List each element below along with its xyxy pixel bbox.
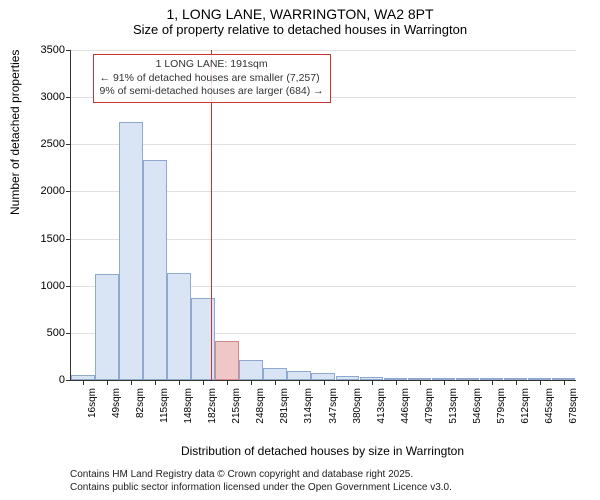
x-tick-label: 182sqm: [207, 388, 218, 424]
plot-area: 050010001500200025003000350016sqm49sqm82…: [70, 50, 576, 381]
x-tick-mark: [203, 380, 204, 385]
histogram-bar: [287, 371, 311, 380]
y-tick-mark: [66, 333, 71, 334]
y-tick-mark: [66, 97, 71, 98]
x-tick-mark: [227, 380, 228, 385]
x-tick-mark: [83, 380, 84, 385]
x-tick-label: 115sqm: [159, 388, 170, 423]
histogram-bar: [167, 273, 191, 380]
annotation-box: 1 LONG LANE: 191sqm← 91% of detached hou…: [93, 54, 331, 103]
x-tick-label: 380sqm: [352, 388, 363, 424]
x-tick-label: 314sqm: [303, 388, 314, 424]
x-tick-mark: [468, 380, 469, 385]
y-tick-mark: [66, 191, 71, 192]
x-tick-mark: [324, 380, 325, 385]
chart-container: 1, LONG LANE, WARRINGTON, WA2 8PT Size o…: [0, 0, 600, 500]
x-tick-mark: [155, 380, 156, 385]
x-tick-label: 281sqm: [279, 388, 290, 424]
y-tick-mark: [66, 239, 71, 240]
x-tick-mark: [420, 380, 421, 385]
y-tick-mark: [66, 50, 71, 51]
histogram-bar: [311, 373, 335, 380]
x-tick-mark: [564, 380, 565, 385]
histogram-bar: [215, 341, 239, 380]
histogram-bar: [143, 160, 167, 380]
histogram-bar: [95, 274, 119, 380]
histogram-bar: [119, 122, 143, 380]
x-tick-mark: [251, 380, 252, 385]
x-tick-mark: [444, 380, 445, 385]
x-tick-mark: [348, 380, 349, 385]
footnote-line1: Contains HM Land Registry data © Crown c…: [70, 469, 413, 480]
x-tick-label: 645sqm: [544, 388, 555, 424]
footnote: Contains HM Land Registry data © Crown c…: [70, 468, 452, 494]
x-tick-mark: [107, 380, 108, 385]
x-tick-mark: [131, 380, 132, 385]
x-tick-label: 49sqm: [111, 388, 122, 418]
x-tick-mark: [540, 380, 541, 385]
x-tick-label: 215sqm: [231, 388, 242, 424]
x-tick-mark: [179, 380, 180, 385]
x-tick-label: 248sqm: [255, 388, 266, 424]
x-tick-mark: [396, 380, 397, 385]
annotation-line2: ← 91% of detached houses are smaller (7,…: [100, 72, 324, 86]
gridline: [71, 144, 576, 145]
x-axis-label: Distribution of detached houses by size …: [70, 444, 575, 458]
y-tick-mark: [66, 286, 71, 287]
x-tick-label: 82sqm: [135, 388, 146, 418]
x-tick-label: 513sqm: [448, 388, 459, 424]
chart-title-sub: Size of property relative to detached ho…: [0, 22, 600, 41]
x-tick-label: 347sqm: [328, 388, 339, 424]
x-tick-mark: [492, 380, 493, 385]
histogram-bar: [239, 360, 263, 380]
chart-title-main: 1, LONG LANE, WARRINGTON, WA2 8PT: [0, 0, 600, 22]
y-axis-label: Number of detached properties: [8, 50, 22, 215]
x-tick-mark: [275, 380, 276, 385]
x-tick-label: 446sqm: [400, 388, 411, 424]
x-tick-label: 612sqm: [520, 388, 531, 424]
x-tick-mark: [372, 380, 373, 385]
gridline: [71, 50, 576, 51]
x-tick-label: 413sqm: [376, 388, 387, 424]
x-tick-label: 148sqm: [183, 388, 194, 424]
footnote-line2: Contains public sector information licen…: [70, 482, 452, 493]
x-tick-mark: [299, 380, 300, 385]
annotation-line1: 1 LONG LANE: 191sqm: [100, 58, 324, 72]
x-tick-mark: [516, 380, 517, 385]
y-tick-mark: [66, 144, 71, 145]
annotation-line3: 9% of semi-detached houses are larger (6…: [100, 85, 324, 99]
x-tick-label: 678sqm: [568, 388, 579, 424]
y-tick-mark: [66, 380, 71, 381]
x-tick-label: 16sqm: [87, 388, 98, 418]
histogram-bar: [263, 368, 287, 380]
x-tick-label: 579sqm: [496, 388, 507, 424]
x-tick-label: 546sqm: [472, 388, 483, 424]
x-tick-label: 479sqm: [424, 388, 435, 424]
